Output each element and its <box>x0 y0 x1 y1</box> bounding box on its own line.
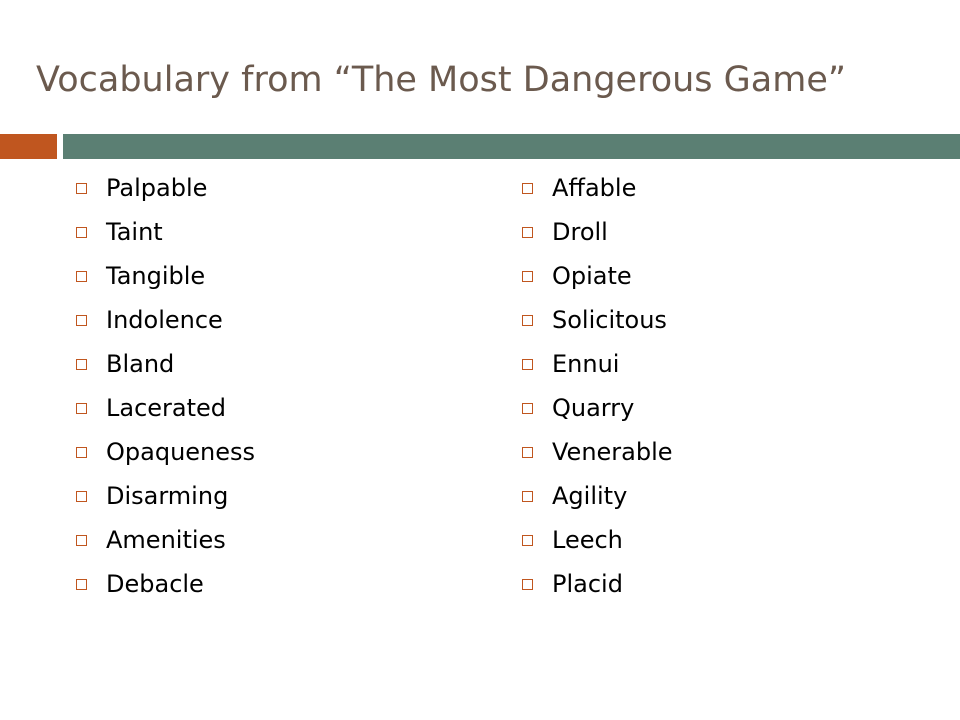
list-item: Lacerated <box>76 386 255 430</box>
square-bullet-icon <box>76 534 87 546</box>
vocab-word: Palpable <box>106 174 208 202</box>
square-bullet-icon <box>76 314 87 326</box>
square-bullet-icon <box>522 270 533 282</box>
vocab-word: Agility <box>552 482 628 510</box>
vocab-word: Solicitous <box>552 306 667 334</box>
list-item: Placid <box>522 562 673 606</box>
vocab-word: Placid <box>552 570 623 598</box>
list-item: Indolence <box>76 298 255 342</box>
accent-bar-green <box>63 134 960 159</box>
square-bullet-icon <box>522 578 533 590</box>
square-bullet-icon <box>522 402 533 414</box>
square-bullet-icon <box>76 358 87 370</box>
list-item: Droll <box>522 210 673 254</box>
list-item: Disarming <box>76 474 255 518</box>
square-bullet-icon <box>522 534 533 546</box>
list-item: Taint <box>76 210 255 254</box>
vocab-word: Amenities <box>106 526 226 554</box>
square-bullet-icon <box>76 226 87 238</box>
accent-bar-orange <box>0 134 57 159</box>
square-bullet-icon <box>76 270 87 282</box>
vocab-word: Leech <box>552 526 623 554</box>
list-item: Ennui <box>522 342 673 386</box>
left-word-list: Palpable Taint Tangible Indolence Bland … <box>76 166 255 606</box>
right-word-list: Affable Droll Opiate Solicitous Ennui Qu… <box>522 166 673 606</box>
square-bullet-icon <box>76 578 87 590</box>
vocab-word: Quarry <box>552 394 635 422</box>
vocab-word: Lacerated <box>106 394 227 422</box>
list-item: Opaqueness <box>76 430 255 474</box>
vocab-word: Opaqueness <box>106 438 256 466</box>
list-item: Quarry <box>522 386 673 430</box>
square-bullet-icon <box>522 358 533 370</box>
square-bullet-icon <box>522 446 533 458</box>
list-item: Tangible <box>76 254 255 298</box>
square-bullet-icon <box>76 490 87 502</box>
vocab-word: Opiate <box>552 262 632 290</box>
list-item: Affable <box>522 166 673 210</box>
list-item: Agility <box>522 474 673 518</box>
square-bullet-icon <box>76 402 87 414</box>
vocab-word: Tangible <box>106 262 206 290</box>
vocab-word: Droll <box>552 218 608 246</box>
list-item: Solicitous <box>522 298 673 342</box>
vocab-word: Ennui <box>552 350 620 378</box>
square-bullet-icon <box>522 490 533 502</box>
list-item: Amenities <box>76 518 255 562</box>
list-item: Debacle <box>76 562 255 606</box>
vocab-word: Bland <box>106 350 175 378</box>
vocab-word: Debacle <box>106 570 204 598</box>
square-bullet-icon <box>522 226 533 238</box>
vocab-word: Affable <box>552 174 637 202</box>
list-item: Opiate <box>522 254 673 298</box>
square-bullet-icon <box>76 446 87 458</box>
vocab-word: Venerable <box>552 438 673 466</box>
list-item: Palpable <box>76 166 255 210</box>
list-item: Venerable <box>522 430 673 474</box>
list-item: Leech <box>522 518 673 562</box>
vocab-word: Taint <box>106 218 163 246</box>
square-bullet-icon <box>522 182 533 194</box>
vocab-word: Disarming <box>106 482 229 510</box>
slide-title: Vocabulary from “The Most Dangerous Game… <box>36 60 846 100</box>
list-item: Bland <box>76 342 255 386</box>
square-bullet-icon <box>76 182 87 194</box>
vocab-word: Indolence <box>106 306 223 334</box>
square-bullet-icon <box>522 314 533 326</box>
